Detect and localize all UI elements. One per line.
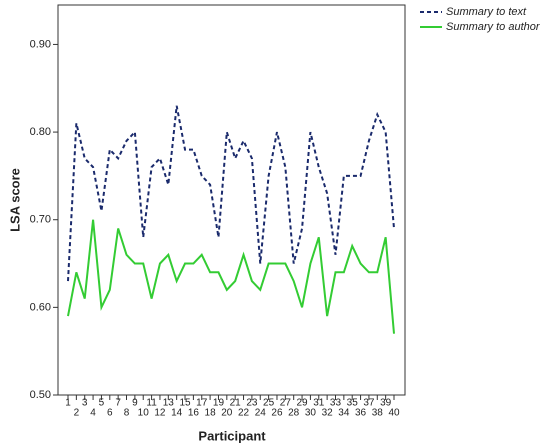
x-tick-label: 12 xyxy=(154,408,166,419)
x-tick-label: 20 xyxy=(221,408,233,419)
x-tick-label: 16 xyxy=(188,408,200,419)
x-tick-label: 22 xyxy=(238,408,250,419)
legend-label: Summary to author xyxy=(446,21,541,33)
x-tick-label: 19 xyxy=(213,398,225,409)
y-tick-label: 0.70 xyxy=(30,214,51,226)
plot-frame xyxy=(57,4,406,396)
x-tick-label: 27 xyxy=(280,398,292,409)
x-tick-label: 5 xyxy=(99,398,105,409)
x-tick-label: 2 xyxy=(74,408,80,419)
x-tick-label: 36 xyxy=(355,408,367,419)
x-tick-label: 35 xyxy=(347,398,359,409)
x-tick-label: 11 xyxy=(146,398,157,409)
y-axis-label: LSA score xyxy=(7,168,22,232)
x-tick-label: 23 xyxy=(246,398,258,409)
x-tick-label: 21 xyxy=(230,398,242,409)
x-tick-label: 25 xyxy=(263,398,275,409)
x-tick-label: 13 xyxy=(163,398,175,409)
x-tick-label: 39 xyxy=(380,398,392,409)
legend-label: Summary to text xyxy=(446,6,527,18)
x-tick-label: 34 xyxy=(338,408,350,419)
x-tick-label: 31 xyxy=(313,398,325,409)
y-tick-label: 0.90 xyxy=(30,38,51,50)
x-tick-label: 17 xyxy=(196,398,208,409)
y-tick-label: 0.60 xyxy=(30,301,51,313)
x-tick-label: 4 xyxy=(90,408,96,419)
x-tick-label: 30 xyxy=(305,408,317,419)
x-tick-label: 15 xyxy=(179,398,191,409)
x-tick-label: 6 xyxy=(107,408,113,419)
x-tick-label: 29 xyxy=(296,398,308,409)
x-tick-label: 33 xyxy=(330,398,342,409)
x-axis-label: Participant xyxy=(198,428,266,443)
x-tick-label: 8 xyxy=(124,408,130,419)
x-tick-label: 28 xyxy=(288,408,300,419)
x-tick-label: 9 xyxy=(132,398,138,409)
x-tick-label: 1 xyxy=(65,398,71,409)
x-tick-label: 40 xyxy=(388,408,400,419)
x-tick-label: 32 xyxy=(322,408,334,419)
x-tick-label: 26 xyxy=(271,408,283,419)
x-tick-label: 37 xyxy=(363,398,375,409)
y-tick-label: 0.50 xyxy=(30,389,51,401)
series-line xyxy=(67,219,395,334)
x-tick-label: 3 xyxy=(82,398,88,409)
x-tick-label: 14 xyxy=(171,408,183,419)
x-tick-label: 18 xyxy=(205,408,217,419)
x-tick-label: 10 xyxy=(138,408,150,419)
y-tick-label: 0.80 xyxy=(30,126,51,138)
x-tick-label: 38 xyxy=(372,408,384,419)
x-tick-label: 24 xyxy=(255,408,267,419)
x-tick-label: 7 xyxy=(115,398,121,409)
series-line xyxy=(67,105,395,282)
